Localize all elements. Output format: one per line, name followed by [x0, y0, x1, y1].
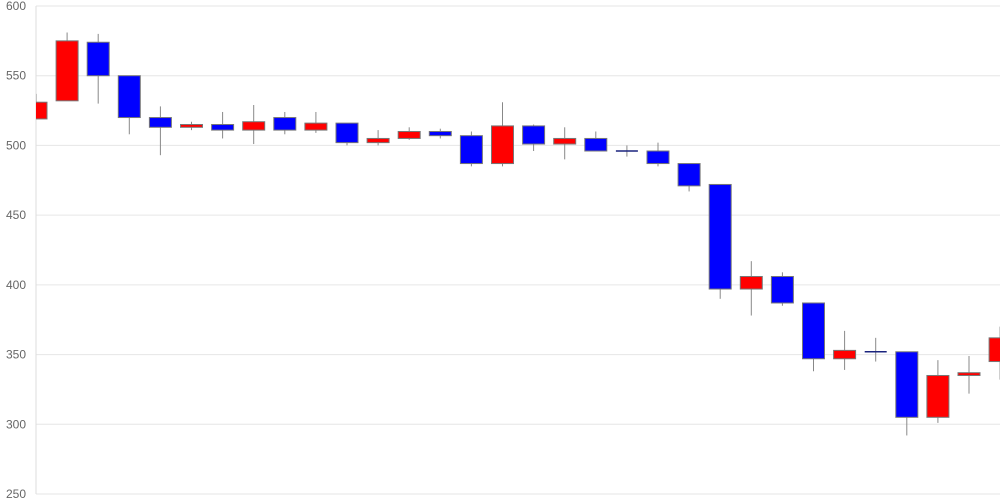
candle	[677, 163, 701, 192]
candle-body	[117, 75, 141, 119]
candle-body	[988, 337, 1000, 363]
gridlines	[36, 5, 1000, 495]
candle	[273, 111, 297, 135]
candle	[335, 122, 359, 146]
candle-body	[55, 40, 79, 102]
candle	[988, 326, 1000, 380]
candle	[242, 104, 266, 145]
candle	[86, 33, 110, 104]
candle-body	[833, 349, 857, 360]
candle	[211, 111, 235, 139]
candles	[36, 32, 1000, 436]
candle	[770, 272, 794, 306]
candle-body	[708, 183, 732, 290]
candle-body	[148, 117, 172, 128]
candle-body	[926, 374, 950, 418]
y-tick-label: 400	[6, 278, 26, 292]
y-tick-label: 350	[6, 348, 26, 362]
candle-body	[739, 275, 763, 290]
y-tick-label: 450	[6, 208, 26, 222]
candle	[304, 111, 328, 133]
candle	[36, 93, 48, 120]
candle-body	[459, 135, 483, 165]
candle-body	[646, 150, 670, 165]
candle-body	[335, 122, 359, 144]
candle-body	[36, 101, 48, 120]
candle-body	[770, 275, 794, 304]
candle-body	[802, 302, 825, 360]
candle-body	[397, 130, 421, 139]
candle	[957, 355, 981, 394]
candle-body	[553, 137, 577, 145]
candle-body	[957, 372, 981, 376]
y-tick-label: 550	[6, 69, 26, 83]
candle	[895, 351, 919, 436]
candle	[117, 75, 141, 135]
y-axis-ticks: 600 550 500 450 400 350 300 250	[6, 0, 26, 500]
candle-body	[180, 124, 203, 128]
candle-body	[584, 137, 608, 152]
candle-body	[428, 130, 452, 137]
candle	[459, 131, 483, 167]
candle	[55, 32, 79, 102]
candle-body	[211, 124, 235, 131]
candle-body	[895, 351, 919, 418]
candle	[646, 142, 670, 167]
candle	[522, 124, 546, 152]
candle	[864, 337, 887, 362]
candle	[833, 330, 857, 370]
candle-body	[366, 137, 390, 144]
y-tick-label: 500	[6, 138, 26, 152]
candle	[584, 131, 608, 152]
y-tick-label: 600	[6, 0, 26, 13]
candle-body	[86, 41, 110, 77]
candle	[180, 121, 203, 131]
candle-body	[304, 122, 328, 131]
candle	[926, 360, 950, 423]
candle	[615, 145, 638, 157]
candle-body	[677, 163, 701, 187]
candle	[366, 130, 390, 146]
candle-body	[522, 125, 546, 145]
candle	[708, 183, 732, 299]
candle	[802, 302, 825, 372]
candle-body	[242, 121, 266, 131]
y-tick-label: 300	[6, 417, 26, 431]
y-tick-label: 250	[6, 487, 26, 500]
candle	[553, 127, 577, 160]
candle	[428, 128, 452, 139]
candle-body	[491, 125, 514, 165]
candle	[739, 261, 763, 316]
candle	[397, 127, 421, 140]
candle	[491, 102, 514, 167]
candle	[148, 106, 172, 156]
candle-body	[273, 117, 297, 131]
